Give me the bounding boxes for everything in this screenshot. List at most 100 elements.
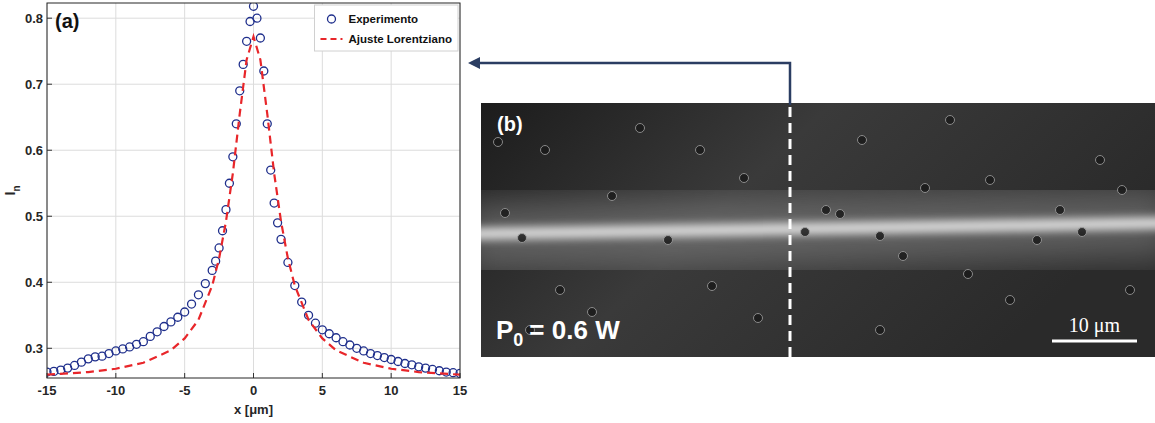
tick-x xyxy=(184,373,185,378)
tick-label-x: 15 xyxy=(453,383,467,398)
power-subscript: 0 xyxy=(513,330,523,350)
plot-background xyxy=(47,3,460,378)
data-point xyxy=(201,280,209,288)
tick-y xyxy=(47,282,52,283)
tick-label-y: 0.3 xyxy=(25,341,43,356)
particle xyxy=(1006,296,1015,305)
panel-a: -15-10-50510150.30.40.50.60.70.8x [μm]In… xyxy=(2,2,467,417)
tick-label-y: 0.5 xyxy=(25,209,43,224)
tick-label-x: -5 xyxy=(179,383,191,398)
scale-bar-label: 10 μm xyxy=(1069,314,1121,337)
grid-line-x xyxy=(322,3,323,378)
particle xyxy=(1078,228,1087,237)
data-point xyxy=(253,14,261,22)
particle xyxy=(1126,286,1135,295)
tick-label-x: 0 xyxy=(250,383,257,398)
grid-line-y xyxy=(47,216,460,217)
tick-label-x: 5 xyxy=(319,383,326,398)
particle xyxy=(822,206,831,215)
data-point xyxy=(256,34,264,42)
particle xyxy=(494,138,503,147)
legend: ExperimentoAjuste Lorentziano xyxy=(314,5,458,51)
particle xyxy=(556,286,565,295)
y-axis-title: In xyxy=(2,186,22,196)
beam-glow xyxy=(481,222,1155,238)
tick-y xyxy=(47,150,52,151)
data-point xyxy=(250,3,258,10)
data-point xyxy=(174,313,182,321)
particle xyxy=(518,234,527,243)
tick-y xyxy=(47,18,52,19)
data-point xyxy=(188,300,196,308)
particle xyxy=(986,176,995,185)
power-label: P0= 0.6 W xyxy=(496,315,620,350)
particle xyxy=(876,326,885,335)
particle xyxy=(740,174,749,183)
tick-y xyxy=(47,216,52,217)
particle xyxy=(899,252,908,261)
data-point xyxy=(260,67,268,75)
fit-line xyxy=(47,37,460,375)
beam-core xyxy=(481,223,1155,234)
particle xyxy=(964,270,973,279)
tick-y xyxy=(47,348,52,349)
particle xyxy=(608,192,617,201)
tick-label-y: 0.8 xyxy=(25,11,43,26)
tick-label-y: 0.6 xyxy=(25,143,43,158)
legend-box xyxy=(314,5,458,51)
data-point xyxy=(139,338,147,346)
grid-line-y xyxy=(47,150,460,151)
tick-label-y: 0.7 xyxy=(25,77,43,92)
particle xyxy=(1118,186,1127,195)
data-point xyxy=(153,328,161,336)
arrow-head xyxy=(468,57,480,69)
tick-label-y: 0.4 xyxy=(25,275,44,290)
scale-bar xyxy=(1052,340,1137,343)
panel-label: (b) xyxy=(497,113,523,135)
particle xyxy=(1056,206,1065,215)
particle xyxy=(696,146,705,155)
profile-line xyxy=(789,107,792,357)
x-axis-title: x [μm] xyxy=(234,402,273,417)
arrow-line xyxy=(478,63,790,105)
tick-y xyxy=(47,84,52,85)
panel-b: (b)P0= 0.6 W10 μm xyxy=(461,103,1155,357)
data-point xyxy=(263,120,271,128)
legend-swatch xyxy=(327,15,335,23)
grid-line-y xyxy=(47,282,460,283)
grid-line-y xyxy=(47,348,460,349)
data-point xyxy=(194,291,202,299)
particle xyxy=(801,228,810,237)
tick-label-x: -15 xyxy=(38,383,57,398)
grid-line-x xyxy=(184,3,185,378)
legend-swatch xyxy=(320,38,342,40)
tick-label-x: -10 xyxy=(106,383,125,398)
data-point xyxy=(243,37,251,45)
tick-x xyxy=(322,373,323,378)
particle xyxy=(501,209,510,218)
grid-line-x xyxy=(115,3,116,378)
particle xyxy=(921,184,930,193)
tick-x xyxy=(115,373,116,378)
image xyxy=(481,103,1155,357)
particle xyxy=(541,146,550,155)
data-point xyxy=(181,308,189,316)
particle xyxy=(636,124,645,133)
data-group xyxy=(47,3,460,377)
particle xyxy=(858,136,867,145)
particle xyxy=(1096,156,1105,165)
grid-line-x xyxy=(391,3,392,378)
panel-label: (a) xyxy=(55,10,79,32)
plot-frame xyxy=(47,3,460,378)
particle xyxy=(836,210,845,219)
power-value: = 0.6 W xyxy=(529,315,620,345)
legend-label: Ajuste Lorentziano xyxy=(348,33,452,45)
tick-x xyxy=(253,373,254,378)
particle xyxy=(1033,236,1042,245)
particle xyxy=(876,232,885,241)
figure: -15-10-50510150.30.40.50.60.70.8x [μm]In… xyxy=(0,0,1155,423)
grid-line-x xyxy=(253,3,254,378)
particle xyxy=(708,282,717,291)
particle xyxy=(946,116,955,125)
y-axis-title-subscript: n xyxy=(11,186,22,192)
